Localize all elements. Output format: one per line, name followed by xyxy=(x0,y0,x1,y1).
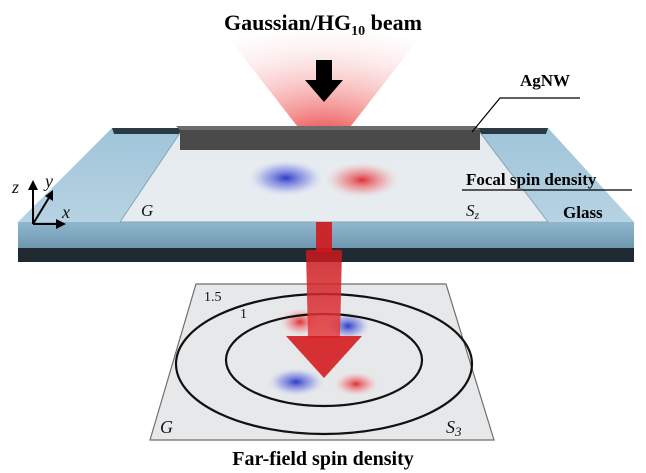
lower-s3-label: S3 xyxy=(446,417,462,439)
agnw-leader-line xyxy=(471,97,580,133)
far-field-blue-bottom xyxy=(268,368,324,396)
lower-g-label: G xyxy=(160,417,173,437)
axis-z-label: z xyxy=(11,177,19,197)
glass-label: Glass xyxy=(563,203,603,222)
transmitted-beam xyxy=(316,222,332,252)
axis-y-label: y xyxy=(43,171,53,191)
incident-arrow-icon xyxy=(305,60,343,102)
diagram-title: Gaussian/HG10 beam xyxy=(224,10,422,39)
axis-x-label: x xyxy=(61,202,70,222)
far-field-arrow-icon xyxy=(286,250,362,378)
focal-spin-blue-spot xyxy=(248,160,324,196)
axes-indicator xyxy=(28,180,66,229)
upper-sz-label: Sz xyxy=(466,201,480,222)
far-field-label: Far-field spin density xyxy=(232,448,414,470)
agnw-nanowire xyxy=(176,126,480,150)
focal-spin-red-spot xyxy=(324,162,400,198)
ring-inner-label: 1 xyxy=(240,307,247,322)
agnw-label: AgNW xyxy=(520,71,570,90)
ring-outer-label: 1.5 xyxy=(204,290,222,305)
far-field-red-bottom xyxy=(334,372,378,396)
upper-g-label: G xyxy=(141,201,153,220)
focal-spin-label: Focal spin density xyxy=(466,170,597,189)
